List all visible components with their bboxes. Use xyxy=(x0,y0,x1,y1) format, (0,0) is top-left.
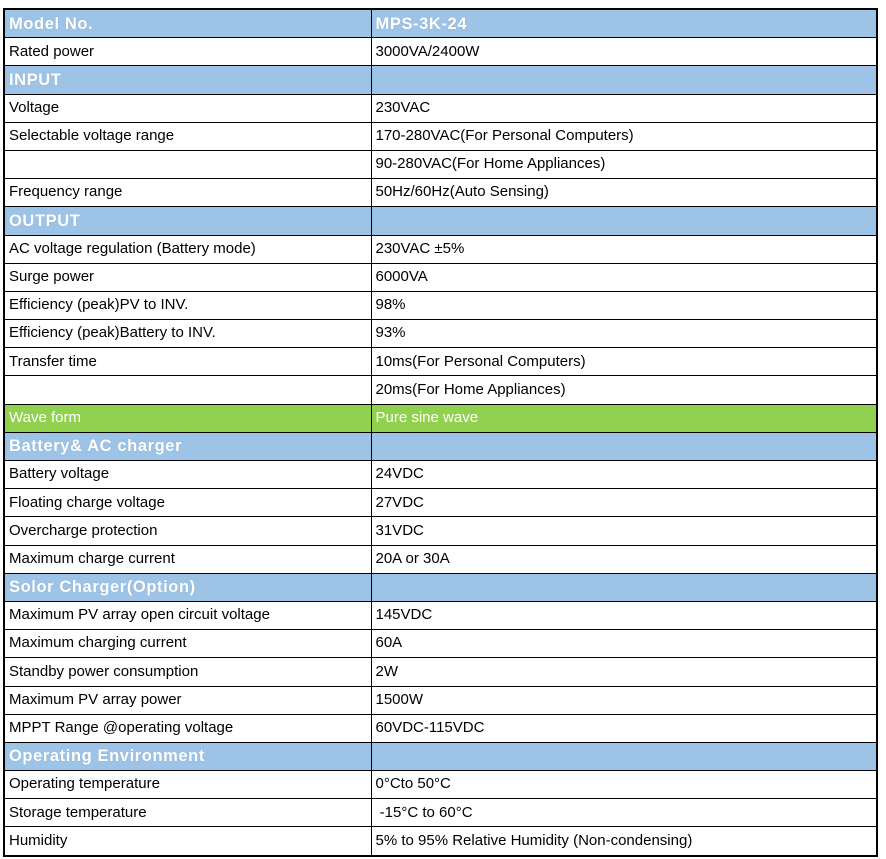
section-header-row: Battery& AC charger xyxy=(3,431,878,462)
spec-row: Efficiency (peak)Battery to INV. 93% xyxy=(3,319,878,349)
spec-label: Standby power consumption xyxy=(3,657,372,687)
spec-row: Maximum PV array power 1500W xyxy=(3,685,878,715)
spec-label: Frequency range xyxy=(3,178,372,208)
spec-label xyxy=(3,375,372,405)
spec-value: 170-280VAC(For Personal Computers) xyxy=(370,121,878,151)
spec-row: Humidity 5% to 95% Relative Humidity (Non… xyxy=(3,826,878,857)
section-title: OUTPUT xyxy=(3,206,372,236)
spec-value: 98% xyxy=(370,290,878,321)
spec-row: Operating temperature 0°Cto 50°C xyxy=(3,770,878,800)
spec-value: 10ms(For Personal Computers) xyxy=(370,347,878,377)
spec-row: Surge power 6000VA xyxy=(3,262,878,292)
spec-label: Voltage xyxy=(3,93,372,123)
spec-value: MPS-3K-24 xyxy=(370,8,878,39)
spec-label: Maximum PV array power xyxy=(3,685,372,715)
spec-row: Overcharge protection 31VDC xyxy=(3,516,878,546)
spec-label: Operating temperature xyxy=(3,770,372,800)
section-title: Battery& AC charger xyxy=(3,431,372,462)
spec-value xyxy=(370,741,878,772)
spec-row: Transfer time 10ms(For Personal Computers… xyxy=(3,347,878,377)
spec-row: Standby power consumption 2W xyxy=(3,657,878,687)
spec-value: 6000VA xyxy=(370,262,878,292)
section-title: INPUT xyxy=(3,65,372,95)
spec-value: 1500W xyxy=(370,685,878,715)
spec-value xyxy=(370,431,878,462)
spec-row: Rated power 3000VA/2400W xyxy=(3,37,878,67)
section-header-row: INPUT xyxy=(3,65,878,95)
spec-label: Humidity xyxy=(3,826,372,857)
spec-label xyxy=(3,149,372,180)
spec-value: 3000VA/2400W xyxy=(370,37,878,67)
section-title: Operating Environment xyxy=(3,741,372,772)
spec-label: Rated power xyxy=(3,37,372,67)
spec-label: Floating charge voltage xyxy=(3,488,372,518)
spec-value: 20ms(For Home Appliances) xyxy=(370,375,878,405)
spec-row: Floating charge voltage 27VDC xyxy=(3,488,878,518)
spec-value: 24VDC xyxy=(370,459,878,490)
spec-value: 2W xyxy=(370,657,878,687)
spec-value: 230VAC xyxy=(370,93,878,123)
spec-value: 60VDC-115VDC xyxy=(370,713,878,743)
spec-label: Transfer time xyxy=(3,347,372,377)
section-header-row: Operating Environment xyxy=(3,741,878,772)
spec-value: 31VDC xyxy=(370,516,878,546)
spec-row: 90-280VAC(For Home Appliances) xyxy=(3,149,878,180)
spec-label: Maximum PV array open circuit voltage xyxy=(3,600,372,631)
spec-value: Pure sine wave xyxy=(370,403,878,433)
spec-row: MPPT Range @operating voltage 60VDC-115VD… xyxy=(3,713,878,743)
spec-label: Maximum charge current xyxy=(3,544,372,574)
spec-table-body: Model No. MPS-3K-24 Rated power 3000VA/2400… xyxy=(3,8,878,857)
section-header-row: Model No. MPS-3K-24 xyxy=(3,8,878,39)
highlight-row: Wave form Pure sine wave xyxy=(3,403,878,433)
spec-value: 90-280VAC(For Home Appliances) xyxy=(370,149,878,180)
spec-row: Maximum charge current 20A or 30A xyxy=(3,544,878,574)
spec-row: Maximum charging current 60A xyxy=(3,629,878,659)
spec-label: Efficiency (peak)PV to INV. xyxy=(3,290,372,321)
section-title: Model No. xyxy=(3,8,372,39)
spec-label: Overcharge protection xyxy=(3,516,372,546)
spec-label: Battery voltage xyxy=(3,459,372,490)
spec-label: Selectable voltage range xyxy=(3,121,372,151)
spec-value: 60A xyxy=(370,629,878,659)
spec-value: 230VAC ±5% xyxy=(370,234,878,264)
spec-value: 5% to 95% Relative Humidity (Non-condens… xyxy=(370,826,878,857)
spec-label: Efficiency (peak)Battery to INV. xyxy=(3,319,372,349)
spec-row: Selectable voltage range 170-280VAC(For P… xyxy=(3,121,878,151)
spec-row: AC voltage regulation (Battery mode) 230V… xyxy=(3,234,878,264)
spec-value: 0°Cto 50°C xyxy=(370,770,878,800)
spec-value xyxy=(370,572,878,602)
spec-row: 20ms(For Home Appliances) xyxy=(3,375,878,405)
spec-value xyxy=(370,206,878,236)
spec-row: Voltage 230VAC xyxy=(3,93,878,123)
spec-table-container: Model No. MPS-3K-24 Rated power 3000VA/2400… xyxy=(3,8,878,857)
spec-label: Wave form xyxy=(3,403,372,433)
spec-value: 93% xyxy=(370,319,878,349)
spec-row: Maximum PV array open circuit voltage 145… xyxy=(3,600,878,631)
spec-row: Battery voltage 24VDC xyxy=(3,459,878,490)
section-header-row: OUTPUT xyxy=(3,206,878,236)
spec-value: -15°C to 60°C xyxy=(370,798,878,828)
spec-row: Efficiency (peak)PV to INV. 98% xyxy=(3,290,878,321)
spec-label: MPPT Range @operating voltage xyxy=(3,713,372,743)
spec-value: 50Hz/60Hz(Auto Sensing) xyxy=(370,178,878,208)
spec-label: Storage temperature xyxy=(3,798,372,828)
section-title: Solor Charger(Option) xyxy=(3,572,372,602)
section-header-row: Solor Charger(Option) xyxy=(3,572,878,602)
spec-value: 145VDC xyxy=(370,600,878,631)
spec-table: Model No. MPS-3K-24 Rated power 3000VA/2400… xyxy=(3,8,878,857)
spec-label: AC voltage regulation (Battery mode) xyxy=(3,234,372,264)
spec-value: 20A or 30A xyxy=(370,544,878,574)
spec-row: Frequency range 50Hz/60Hz(Auto Sensing) xyxy=(3,178,878,208)
spec-value xyxy=(370,65,878,95)
spec-value: 27VDC xyxy=(370,488,878,518)
spec-label: Surge power xyxy=(3,262,372,292)
spec-row: Storage temperature -15°C to 60°C xyxy=(3,798,878,828)
spec-label: Maximum charging current xyxy=(3,629,372,659)
